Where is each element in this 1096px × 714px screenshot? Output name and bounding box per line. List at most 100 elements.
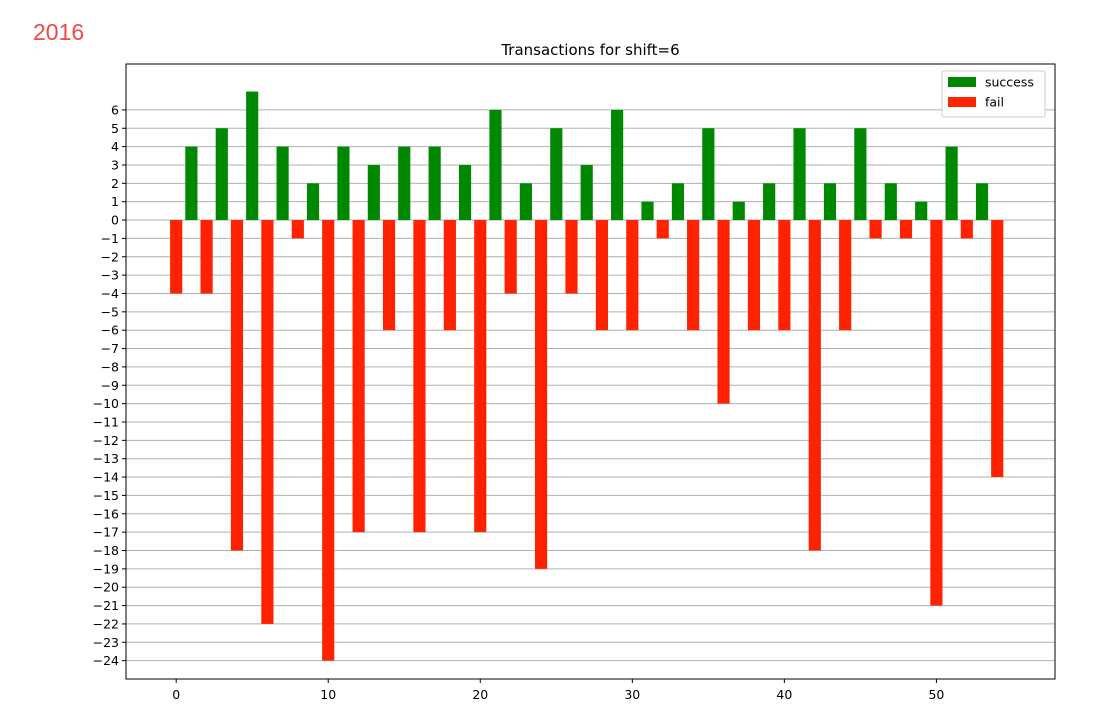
bar-fail bbox=[170, 220, 183, 294]
bar-fail bbox=[474, 220, 487, 533]
bar-success bbox=[215, 128, 228, 221]
bar-fail bbox=[565, 220, 578, 294]
bar-fail bbox=[869, 220, 882, 239]
bar-fail bbox=[687, 220, 700, 331]
bar-success bbox=[580, 164, 593, 221]
bar-success bbox=[550, 128, 563, 221]
bar-fail bbox=[626, 220, 639, 331]
bar-fail bbox=[291, 220, 304, 239]
bar-fail bbox=[261, 220, 274, 624]
legend: success fail bbox=[941, 70, 1046, 118]
y-tick-label: −22 bbox=[93, 616, 119, 631]
bar-success bbox=[884, 183, 897, 221]
bar-success bbox=[185, 146, 198, 221]
bar-success bbox=[945, 146, 958, 221]
bar-success bbox=[337, 146, 350, 221]
y-tick-label: −21 bbox=[93, 598, 119, 613]
bars bbox=[170, 91, 1004, 661]
bar-success bbox=[428, 146, 441, 221]
year-watermark: 2016 bbox=[33, 19, 85, 45]
bar-fail bbox=[899, 220, 913, 239]
bar-fail bbox=[778, 220, 791, 331]
y-tick-label: −12 bbox=[93, 433, 119, 448]
x-tick-label: 40 bbox=[776, 687, 792, 702]
y-tick-label: −9 bbox=[101, 378, 119, 393]
bar-success bbox=[641, 201, 654, 221]
y-tick-label: −17 bbox=[93, 525, 119, 540]
bar-success bbox=[398, 146, 411, 221]
bar-success bbox=[763, 183, 776, 221]
plot-frame bbox=[125, 63, 1056, 680]
y-tick-label: −2 bbox=[101, 249, 119, 264]
y-tick-label: −15 bbox=[93, 488, 119, 503]
y-tick-label: −13 bbox=[93, 451, 119, 466]
bar-fail bbox=[595, 220, 608, 331]
bar-fail bbox=[960, 220, 973, 239]
bar-fail bbox=[382, 220, 396, 331]
bar-success bbox=[367, 164, 380, 221]
bar-success bbox=[246, 91, 259, 221]
y-tick-label: 5 bbox=[111, 121, 119, 136]
bar-success bbox=[519, 183, 532, 221]
y-tick-label: 4 bbox=[111, 139, 119, 154]
bar-fail bbox=[930, 220, 943, 606]
bar-success bbox=[854, 128, 867, 221]
y-tick-label: −14 bbox=[93, 470, 119, 485]
y-tick-label: −5 bbox=[101, 304, 119, 319]
bar-fail bbox=[808, 220, 821, 551]
bar-fail bbox=[322, 220, 335, 661]
y-tick-label: −4 bbox=[101, 286, 119, 301]
bar-success bbox=[306, 183, 320, 221]
chart-title: Transactions for shift=6 bbox=[500, 41, 679, 59]
bar-success bbox=[611, 109, 624, 221]
bar-success bbox=[458, 164, 472, 221]
x-tick-label: 20 bbox=[472, 687, 488, 702]
legend-label-fail: fail bbox=[985, 95, 1004, 110]
axis-ticks: 6543210−1−2−3−4−5−6−7−8−9−10−11−12−13−14… bbox=[93, 102, 945, 702]
y-tick-label: −24 bbox=[93, 653, 119, 668]
y-tick-label: −6 bbox=[101, 323, 119, 338]
y-tick-label: 2 bbox=[111, 176, 119, 191]
y-tick-label: −7 bbox=[101, 341, 119, 356]
bar-success bbox=[823, 183, 837, 221]
y-tick-label: −16 bbox=[93, 506, 119, 521]
bar-fail bbox=[535, 220, 548, 569]
bar-fail bbox=[839, 220, 852, 331]
legend-label-success: success bbox=[985, 75, 1034, 90]
bar-success bbox=[975, 183, 989, 221]
bar-fail bbox=[656, 220, 669, 239]
bar-fail bbox=[230, 220, 244, 551]
bar-fail bbox=[991, 220, 1004, 478]
legend-swatch-fail bbox=[948, 97, 976, 107]
y-tick-label: −11 bbox=[93, 414, 119, 429]
y-tick-label: −19 bbox=[93, 561, 119, 576]
y-tick-label: −3 bbox=[101, 268, 119, 283]
bar-fail bbox=[352, 220, 365, 533]
bar-fail bbox=[200, 220, 213, 294]
y-tick-label: −23 bbox=[93, 635, 119, 650]
legend-swatch-success bbox=[948, 77, 976, 87]
y-tick-label: 3 bbox=[111, 157, 119, 172]
bar-success bbox=[915, 201, 928, 221]
bar-fail bbox=[504, 220, 517, 294]
bar-success bbox=[489, 109, 502, 221]
bar-fail bbox=[413, 220, 426, 533]
bar-fail bbox=[443, 220, 456, 331]
y-tick-label: −10 bbox=[93, 396, 119, 411]
x-tick-label: 30 bbox=[624, 687, 640, 702]
y-tick-label: 6 bbox=[111, 102, 119, 117]
bar-success bbox=[276, 146, 289, 221]
y-tick-label: −1 bbox=[101, 231, 119, 246]
y-tick-label: −8 bbox=[101, 359, 119, 374]
y-tick-label: 0 bbox=[111, 213, 119, 228]
y-tick-label: −18 bbox=[93, 543, 119, 558]
bar-fail bbox=[717, 220, 730, 404]
x-tick-label: 0 bbox=[172, 687, 180, 702]
x-tick-label: 50 bbox=[928, 687, 944, 702]
y-tick-label: 1 bbox=[111, 194, 119, 209]
bar-fail bbox=[747, 220, 761, 331]
bar-success bbox=[732, 201, 745, 221]
x-tick-label: 10 bbox=[320, 687, 336, 702]
bar-success bbox=[702, 128, 715, 221]
